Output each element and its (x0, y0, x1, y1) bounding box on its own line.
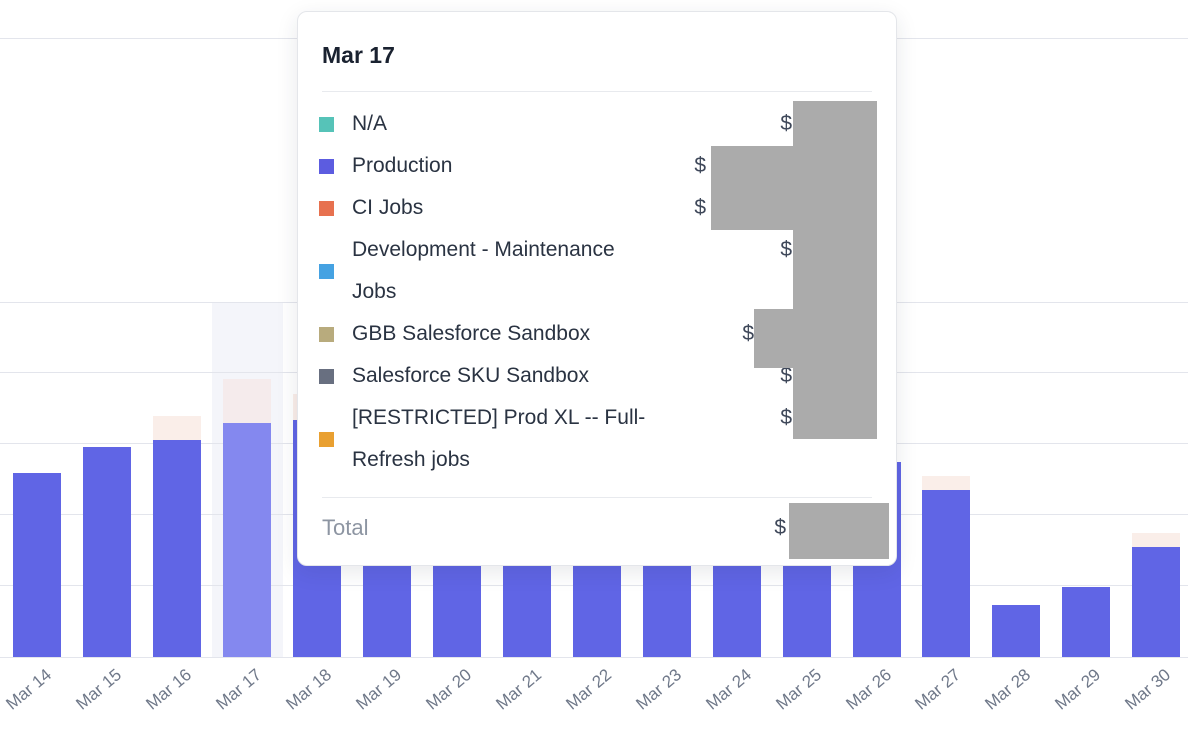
bar-mar-15-production[interactable] (83, 447, 132, 657)
x-axis-label-text: Mar 22 (562, 665, 615, 714)
bar-mar-16-ci-jobs[interactable] (153, 416, 202, 440)
tooltip-divider (322, 91, 872, 92)
x-axis-label-text: Mar 26 (841, 665, 895, 714)
x-axis-label-text: Mar 29 (1051, 665, 1105, 714)
x-axis-label-text: Mar 14 (2, 665, 56, 714)
bar-mar-30-ci-jobs[interactable] (1132, 533, 1181, 547)
tooltip-row-value: $ (780, 238, 792, 261)
tooltip-row: CI Jobs $ (298, 187, 896, 229)
x-axis-label-text: Mar 30 (1121, 665, 1175, 714)
tooltip-row: Development - Maintenance Jobs $ (298, 229, 896, 313)
tooltip-row-label: N/A (352, 112, 388, 135)
x-axis-label-text: Mar 25 (771, 665, 825, 714)
tooltip-row-label: Development - Maintenance Jobs (352, 238, 615, 303)
tooltip-row-value: $ (780, 112, 792, 135)
tooltip-row-value: $ (694, 196, 706, 219)
redaction-box (711, 146, 793, 230)
tooltip-row-label: Production (352, 154, 453, 177)
tooltip-total-value: $ (774, 516, 786, 539)
redaction-box (789, 503, 889, 559)
tooltip-row-value: $ (742, 322, 754, 345)
bar-mar-29-production[interactable] (1062, 587, 1111, 657)
x-axis-label-text: Mar 20 (422, 665, 476, 714)
redaction-box (793, 101, 877, 439)
tooltip-row-label: CI Jobs (352, 196, 424, 219)
bar-mar-17-production[interactable] (223, 423, 272, 657)
bar-mar-14-production[interactable] (13, 473, 62, 657)
legend-swatch-icon (319, 158, 334, 174)
tooltip-row-label: GBB Salesforce Sandbox (352, 322, 591, 345)
x-axis-label-text: Mar 19 (352, 665, 406, 714)
tooltip-row: [RESTRICTED] Prod XL -- Full- Refresh jo… (298, 397, 896, 481)
legend-swatch-icon (319, 263, 334, 279)
bar-mar-28-production[interactable] (992, 605, 1041, 657)
legend-swatch-icon (319, 116, 334, 132)
tooltip-row: Salesforce SKU Sandbox $ (298, 355, 896, 397)
x-axis-label-text: Mar 23 (632, 665, 685, 714)
tooltip-row: Production $ (298, 145, 896, 187)
x-axis-label-text: Mar 28 (981, 665, 1035, 714)
tooltip-row-label: Salesforce SKU Sandbox (352, 364, 589, 387)
tooltip-rows: N/A $ Production $ CI Jobs $ Development - Mai… (298, 103, 896, 481)
gridline (0, 657, 1188, 658)
x-axis-label-text: Mar 27 (911, 665, 965, 714)
x-axis-label-text: Mar 21 (492, 665, 546, 714)
tooltip-total-row: Total $ (298, 507, 896, 563)
tooltip-row-value: $ (780, 406, 792, 429)
tooltip-row-value: $ (780, 364, 792, 387)
tooltip-row: GBB Salesforce Sandbox $ (298, 313, 896, 355)
x-axis-label-text: Mar 15 (72, 665, 126, 714)
tooltip-title: Mar 17 (322, 42, 395, 68)
bar-mar-16-production[interactable] (153, 440, 202, 657)
legend-swatch-icon (319, 326, 334, 342)
chart-tooltip: Mar 17 N/A $ Production $ CI Jobs $ Developmen… (297, 11, 897, 566)
x-axis-label-text: Mar 18 (282, 665, 336, 714)
bar-mar-27-production[interactable] (922, 490, 971, 657)
redaction-box (754, 309, 793, 368)
tooltip-row: N/A $ (298, 103, 896, 145)
legend-swatch-icon (319, 368, 334, 384)
bar-mar-30-production[interactable] (1132, 547, 1181, 657)
tooltip-total-label: Total (322, 515, 369, 540)
bar-mar-17-ci-jobs[interactable] (223, 379, 272, 423)
legend-swatch-icon (319, 200, 334, 216)
legend-swatch-icon (319, 431, 334, 447)
x-axis-label-text: Mar 16 (142, 665, 196, 714)
x-axis-label-text: Mar 17 (212, 665, 266, 714)
x-axis-label-text: Mar 24 (702, 665, 755, 714)
tooltip-row-label: [RESTRICTED] Prod XL -- Full- Refresh jo… (352, 406, 646, 471)
tooltip-row-value: $ (694, 154, 706, 177)
tooltip-total-divider (322, 497, 872, 498)
bar-mar-27-ci-jobs[interactable] (922, 476, 971, 490)
